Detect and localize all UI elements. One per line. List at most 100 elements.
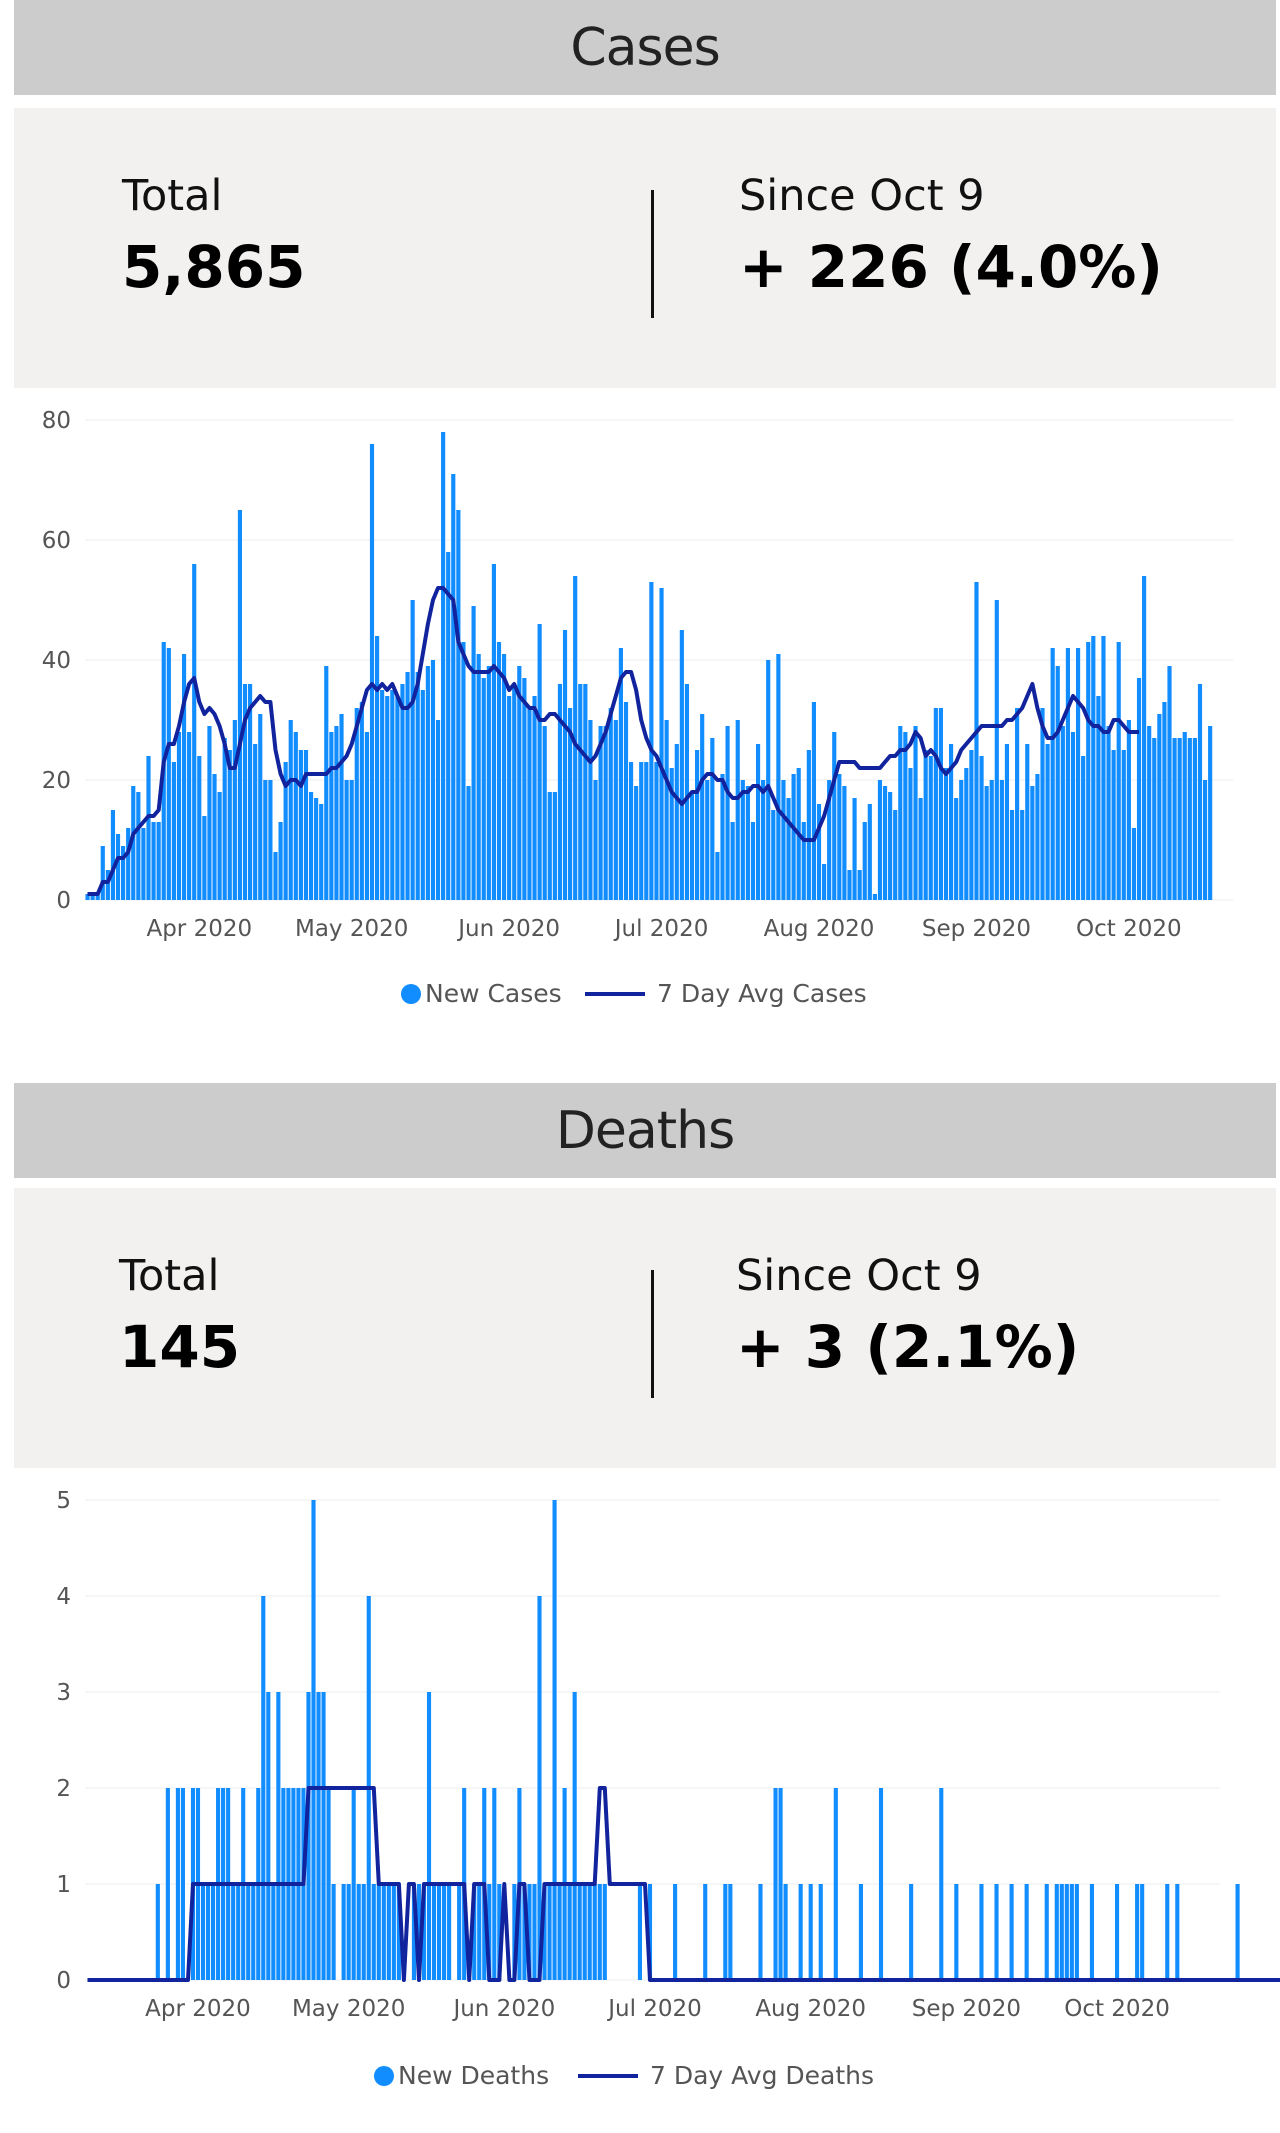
bar: [832, 732, 837, 900]
bar: [852, 798, 857, 900]
bar: [808, 1884, 813, 1980]
bar: [791, 774, 796, 900]
bar: [649, 582, 654, 900]
bar: [416, 1884, 422, 1980]
bar: [512, 1884, 517, 1980]
bar: [349, 780, 354, 900]
bar: [822, 864, 827, 900]
bar: [497, 1884, 502, 1980]
bar: [308, 792, 314, 900]
legend-label-bars: New Deaths: [398, 2061, 549, 2090]
y-tick-label: 80: [42, 408, 71, 434]
bar: [1175, 1884, 1180, 1980]
bar: [237, 510, 243, 900]
deaths-since-label: Since Oct 9: [736, 1251, 982, 1301]
bar: [833, 1788, 838, 1980]
bar: [1192, 738, 1197, 900]
bar: [371, 1884, 376, 1980]
bar: [522, 678, 527, 900]
bar: [141, 828, 146, 900]
bar: [110, 810, 116, 900]
bar: [197, 756, 202, 900]
bar: [674, 744, 679, 900]
bar: [376, 1884, 381, 1980]
bar: [217, 792, 222, 900]
legend-dot-icon: [401, 984, 421, 1004]
bar: [456, 510, 461, 900]
bar: [644, 762, 649, 900]
bar: [207, 726, 212, 900]
bar: [446, 552, 451, 900]
bar: [115, 834, 121, 900]
deaths-total-label: Total: [119, 1251, 220, 1301]
bar: [486, 666, 491, 900]
bar: [85, 894, 90, 900]
bar: [628, 762, 634, 900]
bar: [1106, 726, 1111, 900]
bar: [1235, 1884, 1240, 1980]
bar: [246, 1884, 251, 1980]
legend-label-bars: New Cases: [425, 979, 562, 1008]
bar: [176, 732, 182, 900]
bar: [461, 642, 466, 900]
bar: [192, 564, 197, 900]
bar: [669, 768, 674, 900]
bar: [778, 1788, 783, 1980]
bar: [798, 1884, 803, 1980]
bar: [273, 852, 278, 900]
bar: [938, 708, 944, 900]
y-tick-label: 4: [56, 1584, 71, 1610]
bar: [211, 1884, 216, 1980]
bar: [278, 822, 283, 900]
bar: [1152, 738, 1157, 900]
y-tick-label: 60: [42, 528, 71, 554]
bar: [522, 1884, 527, 1980]
bar: [334, 726, 339, 900]
bar: [136, 792, 141, 900]
bar: [776, 654, 781, 900]
bar: [1069, 1884, 1074, 1980]
bar: [1081, 756, 1086, 900]
bar: [903, 732, 908, 900]
bar: [175, 1788, 180, 1980]
bar: [472, 1884, 477, 1980]
bar: [517, 666, 522, 900]
bar: [441, 432, 446, 900]
bar: [1089, 1884, 1094, 1980]
bar: [1165, 1884, 1170, 1980]
bar: [527, 1884, 532, 1980]
bar: [1035, 774, 1040, 900]
bar: [1009, 1884, 1014, 1980]
x-tick-label: Sep 2020: [912, 1996, 1021, 2022]
bar: [786, 798, 791, 900]
bar: [1147, 726, 1152, 900]
bar: [457, 1884, 462, 1980]
cases-since-label: Since Oct 9: [739, 171, 985, 221]
deaths-title: Deaths: [555, 1100, 735, 1161]
bar: [298, 750, 303, 900]
legend-dot-icon: [374, 2066, 394, 2086]
bar: [1030, 786, 1035, 900]
bar: [492, 1788, 497, 1980]
bar: [171, 762, 176, 900]
bar: [476, 654, 481, 900]
bar: [344, 780, 349, 900]
bar: [572, 1692, 577, 1980]
bar: [507, 696, 512, 900]
bar: [391, 1884, 396, 1980]
bar: [222, 738, 227, 900]
bar: [411, 1884, 417, 1980]
bar: [603, 726, 608, 900]
bar: [547, 792, 552, 900]
bar: [979, 1884, 984, 1980]
y-tick-label: 2: [56, 1776, 71, 1802]
bar: [618, 648, 623, 900]
bar: [283, 762, 288, 900]
cases-header: Cases: [14, 0, 1276, 95]
bar: [1065, 648, 1070, 900]
bar: [205, 1884, 211, 1980]
bar: [1015, 708, 1020, 900]
bar: [251, 1884, 256, 1980]
bar: [552, 1500, 557, 1980]
bar: [180, 1788, 185, 1980]
